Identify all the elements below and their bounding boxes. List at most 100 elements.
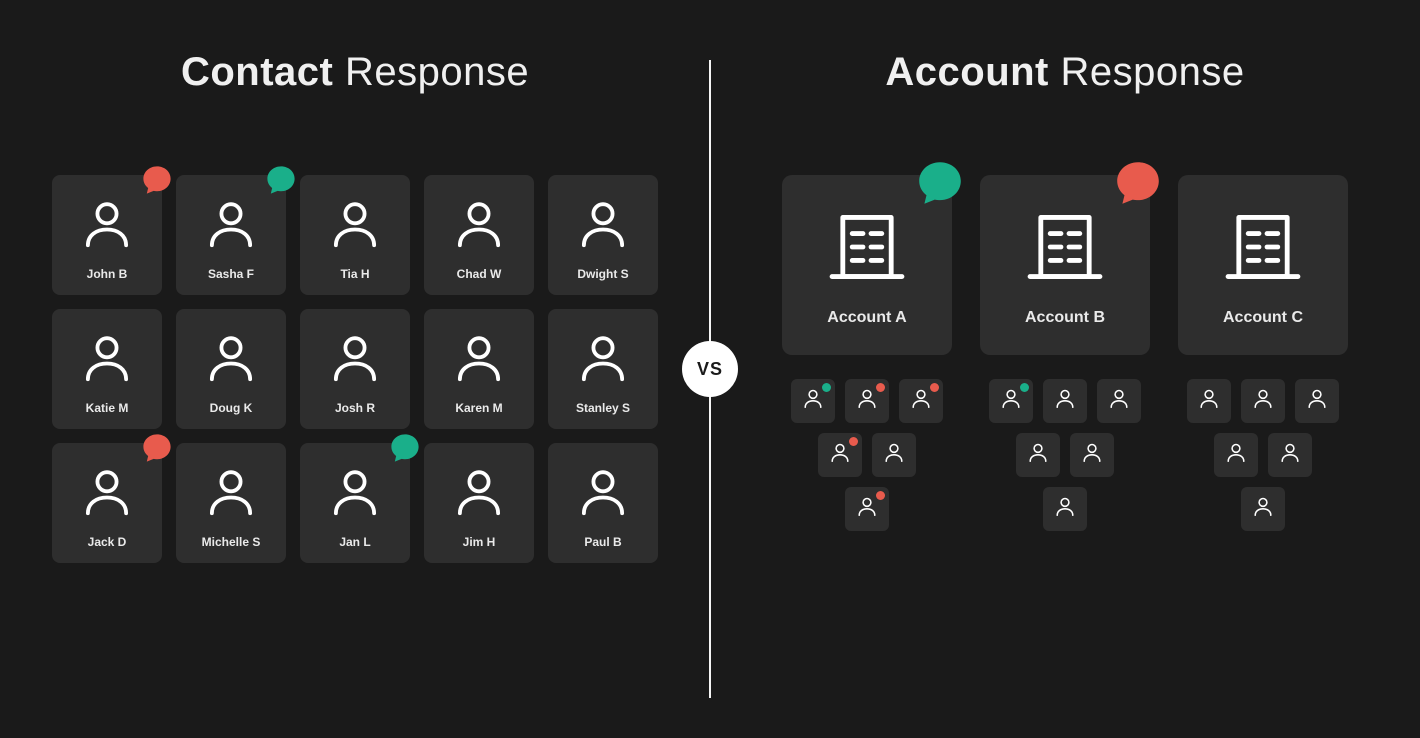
- person-icon: [576, 198, 630, 257]
- status-dot-icon: [1020, 383, 1029, 392]
- contact-name: Chad W: [457, 267, 502, 281]
- members-row: [1016, 433, 1114, 477]
- account-members: [1187, 379, 1339, 531]
- contact-card: Doug K: [176, 309, 286, 429]
- person-icon: [1054, 388, 1076, 415]
- person-icon: [204, 466, 258, 525]
- person-icon: [1081, 442, 1103, 469]
- right-title: Account Response: [750, 50, 1380, 95]
- person-icon: [1279, 442, 1301, 469]
- members-row: [989, 379, 1141, 423]
- contact-name: Jan L: [339, 535, 370, 549]
- contact-name: Michelle S: [202, 535, 261, 549]
- member-card: [1214, 433, 1258, 477]
- speech-bubble-icon: [1112, 157, 1164, 209]
- account-label: Account B: [1025, 309, 1105, 327]
- left-title-light: Response: [333, 50, 529, 94]
- contact-card: Dwight S: [548, 175, 658, 295]
- person-icon: [452, 332, 506, 391]
- contact-name: Katie M: [86, 401, 129, 415]
- person-icon: [883, 442, 905, 469]
- member-card: [1070, 433, 1114, 477]
- member-card: [899, 379, 943, 423]
- members-row: [1043, 487, 1087, 531]
- status-dot-icon: [849, 437, 858, 446]
- members-row: [1187, 379, 1339, 423]
- account-card: Account C: [1178, 175, 1348, 355]
- person-icon: [1108, 388, 1130, 415]
- contact-card: Jack D: [52, 443, 162, 563]
- speech-bubble-icon: [264, 163, 298, 197]
- person-icon: [1252, 496, 1274, 523]
- contact-name: Dwight S: [577, 267, 628, 281]
- person-icon: [1252, 388, 1274, 415]
- contact-card: Chad W: [424, 175, 534, 295]
- contact-name: Paul B: [584, 535, 621, 549]
- left-title-bold: Contact: [181, 50, 333, 94]
- contact-card: Katie M: [52, 309, 162, 429]
- person-icon: [80, 332, 134, 391]
- person-icon: [910, 388, 932, 415]
- members-row: [1241, 487, 1285, 531]
- status-dot-icon: [822, 383, 831, 392]
- person-icon: [576, 332, 630, 391]
- person-icon: [1306, 388, 1328, 415]
- account-column: Account C: [1178, 175, 1348, 531]
- contact-card: Jim H: [424, 443, 534, 563]
- speech-bubble-icon: [140, 163, 174, 197]
- members-row: [845, 487, 889, 531]
- contact-card: Tia H: [300, 175, 410, 295]
- account-label: Account A: [827, 309, 906, 327]
- person-icon: [452, 466, 506, 525]
- contact-name: Jim H: [463, 535, 496, 549]
- person-icon: [856, 388, 878, 415]
- account-response-panel: Account Response Account AAccount BAccou…: [710, 0, 1420, 738]
- contact-response-panel: Contact Response John BSasha FTia H Chad …: [0, 0, 710, 738]
- contact-name: Stanley S: [576, 401, 630, 415]
- contact-name: Josh R: [335, 401, 375, 415]
- person-icon: [204, 198, 258, 257]
- accounts-row: Account A Account B Account C: [750, 175, 1380, 531]
- person-icon: [1225, 442, 1247, 469]
- member-card: [1295, 379, 1339, 423]
- account-members: [791, 379, 943, 531]
- person-icon: [802, 388, 824, 415]
- member-card: [1097, 379, 1141, 423]
- member-card: [872, 433, 916, 477]
- member-card: [791, 379, 835, 423]
- contact-card: Sasha F: [176, 175, 286, 295]
- speech-bubble-icon: [140, 431, 174, 465]
- person-icon: [1198, 388, 1220, 415]
- contact-card: Karen M: [424, 309, 534, 429]
- members-row: [1214, 433, 1312, 477]
- speech-bubble-icon: [914, 157, 966, 209]
- contact-card: Josh R: [300, 309, 410, 429]
- right-title-bold: Account: [885, 50, 1049, 94]
- person-icon: [452, 198, 506, 257]
- members-row: [791, 379, 943, 423]
- person-icon: [328, 198, 382, 257]
- person-icon: [856, 496, 878, 523]
- member-card: [989, 379, 1033, 423]
- person-icon: [1054, 496, 1076, 523]
- person-icon: [1027, 442, 1049, 469]
- person-icon: [576, 466, 630, 525]
- person-icon: [1000, 388, 1022, 415]
- member-card: [1241, 487, 1285, 531]
- member-card: [1268, 433, 1312, 477]
- contact-card: Paul B: [548, 443, 658, 563]
- person-icon: [829, 442, 851, 469]
- member-card: [1043, 379, 1087, 423]
- contact-grid: John BSasha FTia H Chad W Dwight S Katie M D…: [40, 175, 670, 563]
- building-icon: [824, 204, 910, 295]
- members-row: [818, 433, 916, 477]
- contact-name: Jack D: [88, 535, 127, 549]
- vs-label: VS: [697, 359, 723, 380]
- left-title: Contact Response: [40, 50, 670, 95]
- contact-card: John B: [52, 175, 162, 295]
- person-icon: [328, 332, 382, 391]
- member-card: [845, 379, 889, 423]
- member-card: [1187, 379, 1231, 423]
- member-card: [845, 487, 889, 531]
- status-dot-icon: [930, 383, 939, 392]
